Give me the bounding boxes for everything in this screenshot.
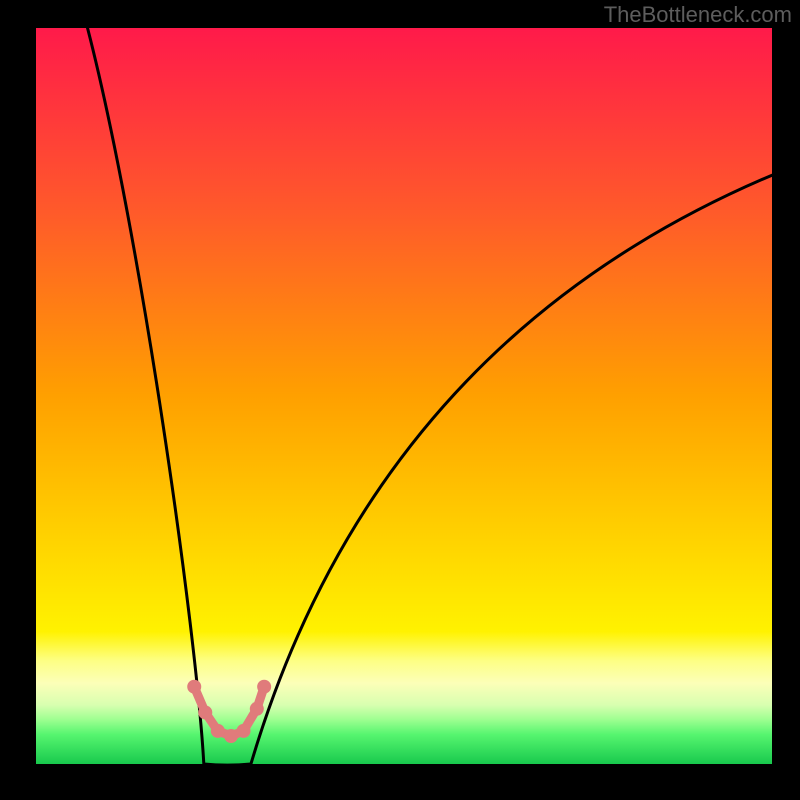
bottleneck-chart: TheBottleneck.com [0, 0, 800, 800]
basin-marker-dot [187, 680, 201, 694]
basin-marker-dot [211, 724, 225, 738]
chart-overlay [0, 0, 800, 800]
basin-marker-dot [257, 680, 271, 694]
basin-marker-dot [198, 705, 212, 719]
basin-marker-dot [250, 702, 264, 716]
bottleneck-curve [88, 28, 772, 765]
basin-marker-dot [224, 729, 238, 743]
basin-marker-dot [237, 724, 251, 738]
watermark-text: TheBottleneck.com [604, 2, 792, 28]
